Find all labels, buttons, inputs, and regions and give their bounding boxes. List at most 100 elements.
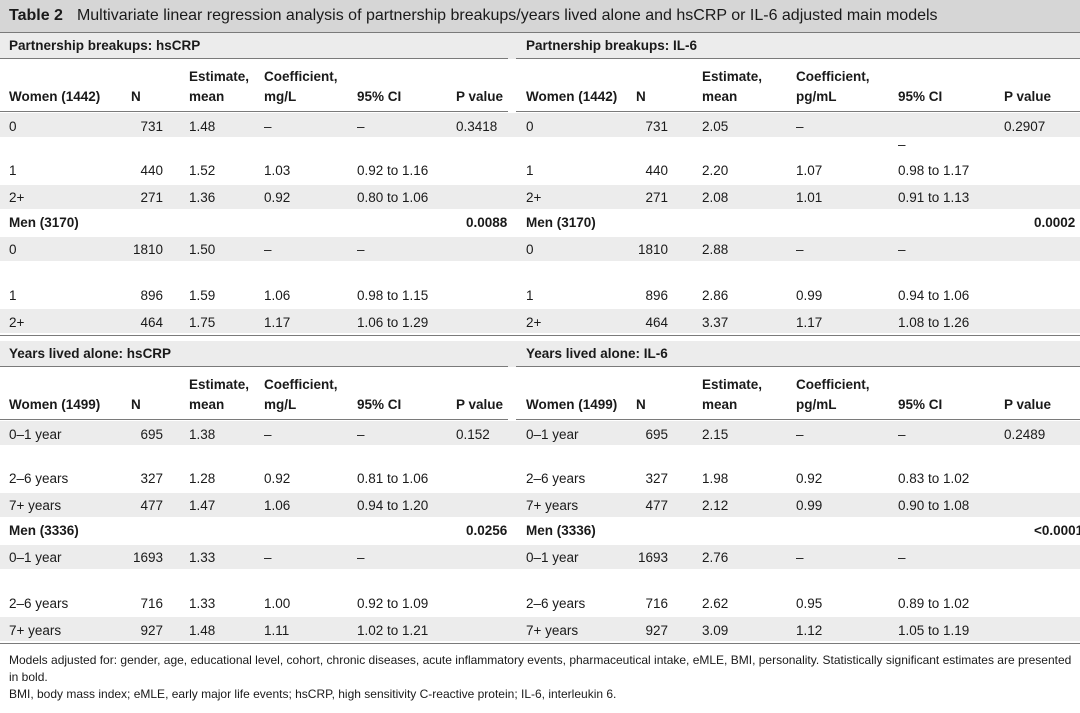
row-ci: – bbox=[357, 119, 365, 134]
men-group-p-value: 0.0088 bbox=[466, 215, 508, 230]
row-coefficient: – bbox=[796, 242, 804, 257]
row-ci: 0.98 to 1.15 bbox=[357, 288, 429, 303]
row-coefficient: 1.07 bbox=[796, 163, 823, 178]
row-n: 927 bbox=[140, 623, 163, 638]
row-ci: 0.94 to 1.06 bbox=[898, 288, 970, 303]
row-coefficient: 1.03 bbox=[264, 163, 291, 178]
column-header-coefficient: Coefficient, bbox=[264, 69, 338, 84]
panel-title: Years lived alone: IL-6 bbox=[526, 346, 668, 361]
row-n: 716 bbox=[645, 596, 668, 611]
row-estimate: 2.88 bbox=[702, 242, 729, 257]
column-header-coefficient-unit: pg/mL bbox=[796, 397, 837, 412]
row-coefficient: 0.92 bbox=[796, 471, 823, 486]
row-estimate: 1.28 bbox=[189, 471, 216, 486]
row-ci: 0.92 to 1.09 bbox=[357, 596, 429, 611]
row-coefficient: 0.92 bbox=[264, 471, 291, 486]
row-stripe bbox=[0, 113, 1080, 137]
row-label: 0–1 year bbox=[9, 427, 62, 442]
column-header-rule bbox=[0, 111, 508, 112]
row-estimate: 1.48 bbox=[189, 623, 216, 638]
row-n: 271 bbox=[645, 190, 668, 205]
row-ci: 0.98 to 1.17 bbox=[898, 163, 970, 178]
row-label: 0 bbox=[9, 119, 17, 134]
row-n: 1810 bbox=[637, 242, 668, 257]
row-n: 695 bbox=[645, 427, 668, 442]
row-label: 1 bbox=[9, 163, 17, 178]
column-header-rule bbox=[516, 419, 1080, 420]
row-coefficient: 0.92 bbox=[264, 190, 291, 205]
panel-title-rule bbox=[0, 58, 508, 59]
row-label: 1 bbox=[526, 288, 534, 303]
row-ci: – bbox=[357, 550, 365, 565]
row-label: 2+ bbox=[526, 315, 542, 330]
row-estimate: 1.75 bbox=[189, 315, 216, 330]
row-estimate: 2.15 bbox=[702, 427, 729, 442]
table-section-1: Partnership breakups: hsCRP Partnership b… bbox=[0, 33, 1080, 336]
panel-title-rule bbox=[516, 58, 1080, 59]
footnote-abbreviations: BMI, body mass index; eMLE, early major … bbox=[9, 687, 617, 701]
column-header-rule bbox=[0, 419, 508, 420]
row-estimate: 2.62 bbox=[702, 596, 729, 611]
column-header-estimate-unit: mean bbox=[702, 397, 738, 412]
column-header-estimate: Estimate, bbox=[189, 69, 250, 84]
row-ci: 0.89 to 1.02 bbox=[898, 596, 970, 611]
row-stripe bbox=[0, 545, 1080, 569]
column-header-group: Women (1499) bbox=[526, 397, 618, 412]
table-section-2: Years lived alone: hsCRP Years lived alon… bbox=[0, 341, 1080, 644]
row-label: 2–6 years bbox=[526, 596, 586, 611]
row-estimate: 1.38 bbox=[189, 427, 216, 442]
panel-title: Partnership breakups: IL-6 bbox=[526, 38, 698, 53]
row-label: 1 bbox=[9, 288, 17, 303]
row-estimate: 1.50 bbox=[189, 242, 216, 257]
row-stripe bbox=[0, 421, 1080, 445]
row-coefficient: 0.99 bbox=[796, 498, 823, 513]
row-label: 7+ years bbox=[526, 623, 579, 638]
row-n: 440 bbox=[140, 163, 163, 178]
row-estimate: 1.33 bbox=[189, 596, 216, 611]
row-estimate: 3.37 bbox=[702, 315, 729, 330]
panel-title-rule bbox=[516, 366, 1080, 367]
row-label: 1 bbox=[526, 163, 534, 178]
row-n: 896 bbox=[645, 288, 668, 303]
row-coefficient: 1.12 bbox=[796, 623, 823, 638]
row-coefficient: 1.17 bbox=[264, 315, 291, 330]
men-group-label: Men (3336) bbox=[526, 523, 596, 538]
column-header-group: Women (1442) bbox=[9, 89, 101, 104]
row-ci: 1.05 to 1.19 bbox=[898, 623, 970, 638]
row-stripe bbox=[0, 185, 1080, 209]
column-header-group: Women (1442) bbox=[526, 89, 618, 104]
men-group-p-value: <0.0001 bbox=[1034, 523, 1080, 538]
row-estimate: 1.36 bbox=[189, 190, 216, 205]
men-group-p-value: 0.0002 bbox=[1034, 215, 1076, 230]
row-n: 731 bbox=[645, 119, 668, 134]
column-header-ci: 95% CI bbox=[898, 397, 943, 412]
row-n: 464 bbox=[140, 315, 163, 330]
section-bottom-rule bbox=[0, 643, 1080, 644]
row-ci: 0.81 to 1.06 bbox=[357, 471, 429, 486]
row-stripe bbox=[0, 309, 1080, 333]
row-estimate: 2.20 bbox=[702, 163, 729, 178]
row-label: 0–1 year bbox=[9, 550, 62, 565]
row-ci: – bbox=[898, 137, 906, 152]
row-ci: – bbox=[357, 242, 365, 257]
row-p-value: 0.3418 bbox=[456, 119, 498, 134]
column-header-estimate-unit: mean bbox=[189, 397, 225, 412]
row-stripe bbox=[0, 493, 1080, 517]
column-header-coefficient-unit: pg/mL bbox=[796, 89, 837, 104]
row-coefficient: 0.99 bbox=[796, 288, 823, 303]
row-n: 1810 bbox=[132, 242, 163, 257]
row-ci: 0.80 to 1.06 bbox=[357, 190, 429, 205]
row-estimate: 3.09 bbox=[702, 623, 729, 638]
section-header-band: Partnership breakups: hsCRP Partnership b… bbox=[0, 33, 1080, 59]
row-ci: 1.08 to 1.26 bbox=[898, 315, 970, 330]
row-n: 695 bbox=[140, 427, 163, 442]
row-ci: – bbox=[357, 427, 365, 442]
section-header-band: Years lived alone: hsCRP Years lived alon… bbox=[0, 341, 1080, 367]
row-ci: 0.94 to 1.20 bbox=[357, 498, 429, 513]
column-header-estimate: Estimate, bbox=[702, 377, 763, 392]
row-label: 2+ bbox=[526, 190, 542, 205]
panel-title-rule bbox=[0, 366, 508, 367]
row-estimate: 1.59 bbox=[189, 288, 216, 303]
column-header-ci: 95% CI bbox=[898, 89, 943, 104]
column-header-p: P value bbox=[456, 89, 504, 104]
